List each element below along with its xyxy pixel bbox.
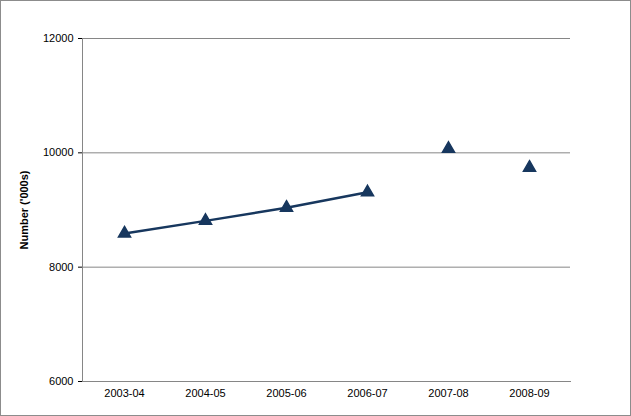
svg-text:2004-05: 2004-05 xyxy=(185,387,225,399)
svg-text:12000: 12000 xyxy=(43,32,74,44)
svg-text:2007-08: 2007-08 xyxy=(428,387,468,399)
svg-text:2005-06: 2005-06 xyxy=(266,387,306,399)
svg-text:6000: 6000 xyxy=(49,375,73,387)
svg-text:2006-07: 2006-07 xyxy=(347,387,387,399)
svg-text:2003-04: 2003-04 xyxy=(104,387,144,399)
svg-text:Number ('000s): Number ('000s) xyxy=(18,170,30,249)
svg-text:8000: 8000 xyxy=(49,261,73,273)
svg-text:2008-09: 2008-09 xyxy=(509,387,549,399)
svg-text:10000: 10000 xyxy=(43,146,74,158)
